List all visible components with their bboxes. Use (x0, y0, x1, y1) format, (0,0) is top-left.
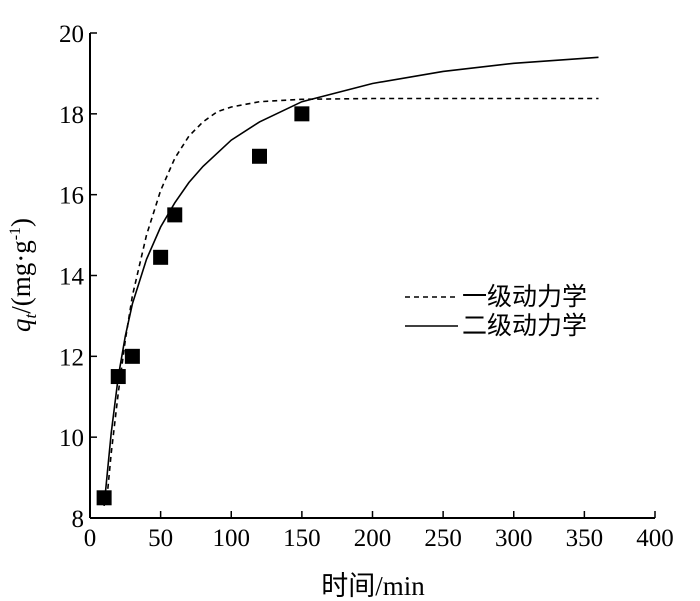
x-tick-label: 50 (148, 525, 173, 552)
x-tick-label: 0 (84, 525, 97, 552)
y-axis-superscript: -1 (7, 227, 24, 240)
y-tick-label: 20 (59, 21, 84, 48)
y-axis-symbol: q (6, 319, 36, 333)
data-point (294, 106, 310, 122)
y-axis-subscript: t (21, 313, 40, 319)
x-tick-label: 350 (566, 525, 604, 552)
data-point (110, 369, 126, 385)
x-tick-label: 400 (636, 525, 674, 552)
y-axis-label-group: qt/(mg·g-1) (6, 218, 40, 332)
x-tick-label: 300 (495, 525, 533, 552)
data-point (96, 490, 112, 506)
y-tick-label: 16 (59, 183, 84, 210)
x-axis-label: 时间/min (321, 571, 425, 601)
y-axis-close-paren: ) (6, 218, 36, 227)
chart-marks (96, 56, 599, 506)
x-tick-label: 150 (283, 525, 321, 552)
x-tick-label: 100 (213, 525, 251, 552)
axis-ticks: 0 50 100 150 200 250 300 350 400 8 10 12 14 16 18 20 (59, 21, 674, 552)
data-point (124, 348, 140, 364)
y-tick-label: 12 (59, 344, 84, 371)
x-tick-label: 250 (424, 525, 462, 552)
y-tick-label: 8 (72, 506, 85, 533)
plot-area (89, 33, 655, 519)
data-point (153, 249, 169, 265)
second-order-curve (103, 56, 599, 506)
legend-label: 一级动力学 (462, 283, 587, 311)
y-axis-unit: /(mg·g (6, 240, 36, 314)
legend-label: 二级动力学 (462, 312, 587, 340)
data-point (167, 207, 183, 223)
y-tick-label: 10 (59, 425, 84, 452)
y-tick-label: 14 (59, 264, 85, 291)
y-axis-label: qt/(mg·g-1) (6, 218, 40, 332)
first-order-curve (106, 97, 599, 498)
y-tick-label: 18 (59, 102, 84, 129)
data-point (252, 148, 267, 164)
x-tick-label: 200 (354, 525, 392, 552)
